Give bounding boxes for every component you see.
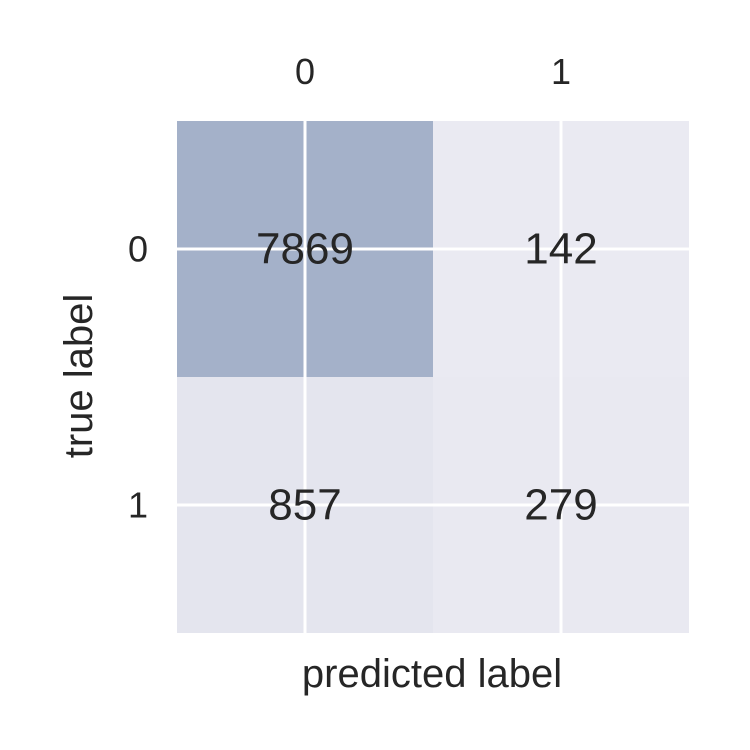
x-tick-label: 0 [295,51,315,92]
cell-value-0-0: 7869 [256,225,354,274]
x-axis-label: predicted label [302,652,562,696]
heatmap-cells [177,121,689,633]
cell-value-0-1: 142 [524,225,597,274]
y-tick-label: 0 [128,229,148,270]
cell-value-labels: 7869 142 857 279 [256,225,598,530]
y-tick-labels: 01 [128,229,148,526]
y-axis-label: true label [57,294,101,459]
cell-value-1-0: 857 [268,481,341,530]
x-tick-label: 1 [551,51,571,92]
grid-lines [177,121,689,633]
y-tick-label: 1 [128,485,148,526]
cell-value-1-1: 279 [524,481,597,530]
